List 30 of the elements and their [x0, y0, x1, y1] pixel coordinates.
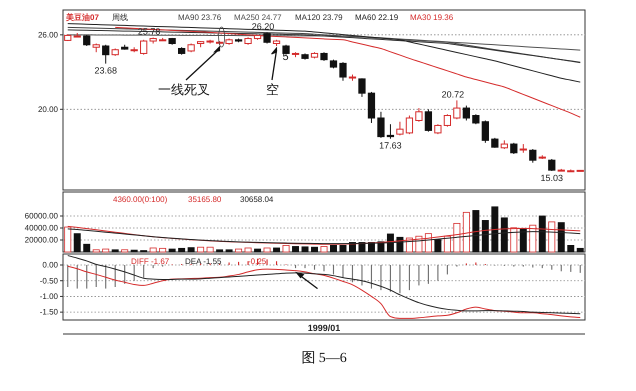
series-label: MA250 24.77	[234, 13, 282, 22]
y-tick-label: -1.00	[40, 292, 59, 301]
annotation: 15.03	[540, 173, 564, 184]
series-label: MA90 23.76	[178, 13, 222, 22]
y-tick-label: 26.00	[38, 30, 59, 40]
series-label: MA120 23.79	[295, 13, 344, 22]
x-tick-label: 1999/01	[308, 323, 340, 333]
chart-subtitle: 周线	[112, 13, 128, 22]
series-label: DIFF -1.67	[131, 257, 170, 266]
y-tick-label: 20.00	[38, 104, 59, 114]
caption: 图 5—6	[301, 351, 347, 366]
text: 35165.80	[188, 195, 222, 204]
annotation: 4360.00(0:100)	[113, 195, 168, 204]
series-label: MA60 22.19	[355, 13, 399, 22]
text: 30658.04	[240, 195, 274, 204]
annotation: 20.72	[442, 89, 464, 100]
y-tick-label: 0.00	[42, 260, 59, 270]
annotation: 23.68	[94, 66, 117, 76]
y-tick-label: 40000.00	[24, 224, 59, 233]
annotation: 一线死叉	[158, 82, 210, 97]
chart-title: 美豆油07	[65, 12, 100, 22]
text: MA30 19.36	[410, 13, 454, 22]
y-tick-label: -1.50	[40, 308, 59, 317]
annotation: 17.63	[379, 140, 402, 151]
series-label: DEA -1.55	[185, 257, 222, 266]
y-tick-label: 20000.00	[24, 236, 59, 245]
annotation: 空	[266, 82, 279, 97]
y-tick-label: -0.50	[40, 276, 59, 286]
y-tick-label: 60000.00	[24, 212, 59, 221]
annotation: 26.20	[252, 21, 274, 32]
